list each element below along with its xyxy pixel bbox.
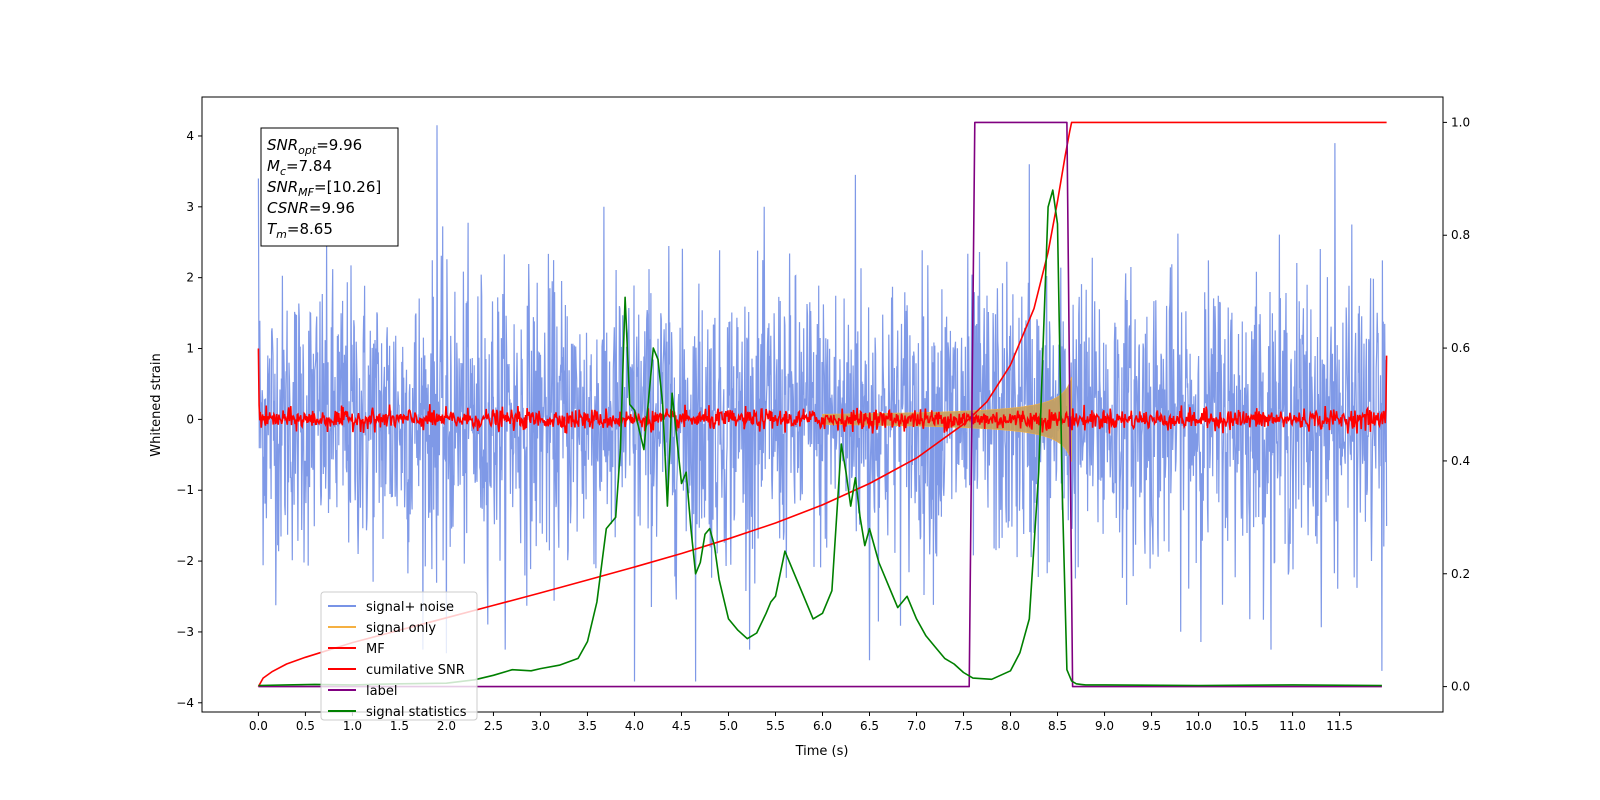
y2-tick-label: 0.2	[1451, 567, 1470, 581]
legend-label: signal+ noise	[366, 600, 454, 615]
x-tick-label: 11.5	[1326, 719, 1353, 733]
y2-tick-label: 0.0	[1451, 680, 1470, 694]
y-axis-title: Whitened strain	[149, 353, 164, 456]
info-line: Tm=8.65	[267, 220, 333, 241]
y-tick-label: 2	[186, 271, 194, 285]
legend-frame	[320, 591, 478, 721]
y-tick-label: −4	[176, 696, 194, 710]
x-tick-label: 8.5	[1048, 719, 1067, 733]
y-axis-right: 0.0 0.2 0.4 0.6 0.8 1.0	[1443, 115, 1470, 694]
info-line: Mc=7.84	[267, 157, 332, 178]
x-tick-label: 1.0	[343, 719, 362, 733]
series-mf	[257, 348, 1388, 434]
x-tick-label: 10.5	[1232, 719, 1259, 733]
y-tick-label: −3	[176, 625, 194, 639]
x-tick-label: 10.0	[1185, 719, 1212, 733]
x-tick-label: 7.0	[907, 719, 926, 733]
y2-tick-label: 0.6	[1451, 341, 1470, 355]
x-tick-label: 6.0	[813, 719, 832, 733]
y-tick-label: −2	[176, 554, 194, 568]
x-tick-label: 1.5	[390, 719, 409, 733]
legend-label: label	[366, 684, 397, 699]
info-box-frame	[260, 127, 399, 247]
legend-label: MF	[366, 642, 385, 657]
legend: signal+ noise signal only MF cumilative SNR…	[320, 591, 478, 721]
y2-tick-label: 1.0	[1451, 115, 1470, 129]
series-signal-statistics	[258, 189, 1382, 687]
legend-label: signal statistics	[366, 705, 467, 720]
series-label	[258, 121, 1382, 688]
y2-tick-label: 0.8	[1451, 228, 1470, 242]
info-box: SNRopt=9.96Mc=7.84SNRMF=[10.26]CSNR=9.96…	[260, 127, 399, 247]
legend-label: cumilative SNR	[366, 663, 465, 678]
x-tick-label: 2.0	[437, 719, 456, 733]
x-axis: 0.0 0.5 1.0 1.5 2.0 2.5 3.0 3.5 4.0 4.5 5.0 5.5 6.0 6…	[249, 712, 1353, 733]
x-tick-label: 9.0	[1095, 719, 1114, 733]
y-axis-left: −4 −3 −2 −1 0 1 2 3 4	[176, 129, 202, 710]
x-tick-label: 4.0	[625, 719, 644, 733]
legend-label: signal only	[366, 621, 436, 636]
x-tick-label: 9.5	[1142, 719, 1161, 733]
plot-area	[257, 121, 1388, 688]
x-tick-label: 11.0	[1279, 719, 1306, 733]
y-tick-label: 1	[186, 342, 194, 356]
y-tick-label: 0	[186, 412, 194, 426]
x-tick-label: 3.0	[531, 719, 550, 733]
x-tick-label: 3.5	[578, 719, 597, 733]
x-tick-label: 4.5	[672, 719, 691, 733]
x-tick-label: 7.5	[954, 719, 973, 733]
y-tick-label: −1	[176, 483, 194, 497]
info-line: CSNR=9.96	[267, 199, 355, 217]
info-line: SNRMF=[10.26]	[267, 178, 381, 199]
x-tick-label: 0.0	[249, 719, 268, 733]
x-tick-label: 0.5	[296, 719, 315, 733]
y-tick-label: 3	[186, 200, 194, 214]
x-tick-label: 2.5	[484, 719, 503, 733]
info-line: SNRopt=9.96	[267, 136, 362, 157]
x-tick-label: 5.5	[766, 719, 785, 733]
y2-tick-label: 0.4	[1451, 454, 1470, 468]
y-tick-label: 4	[186, 129, 194, 143]
x-tick-label: 5.0	[719, 719, 738, 733]
x-tick-label: 8.0	[1001, 719, 1020, 733]
x-tick-label: 6.5	[860, 719, 879, 733]
x-axis-title: Time (s)	[795, 744, 849, 759]
